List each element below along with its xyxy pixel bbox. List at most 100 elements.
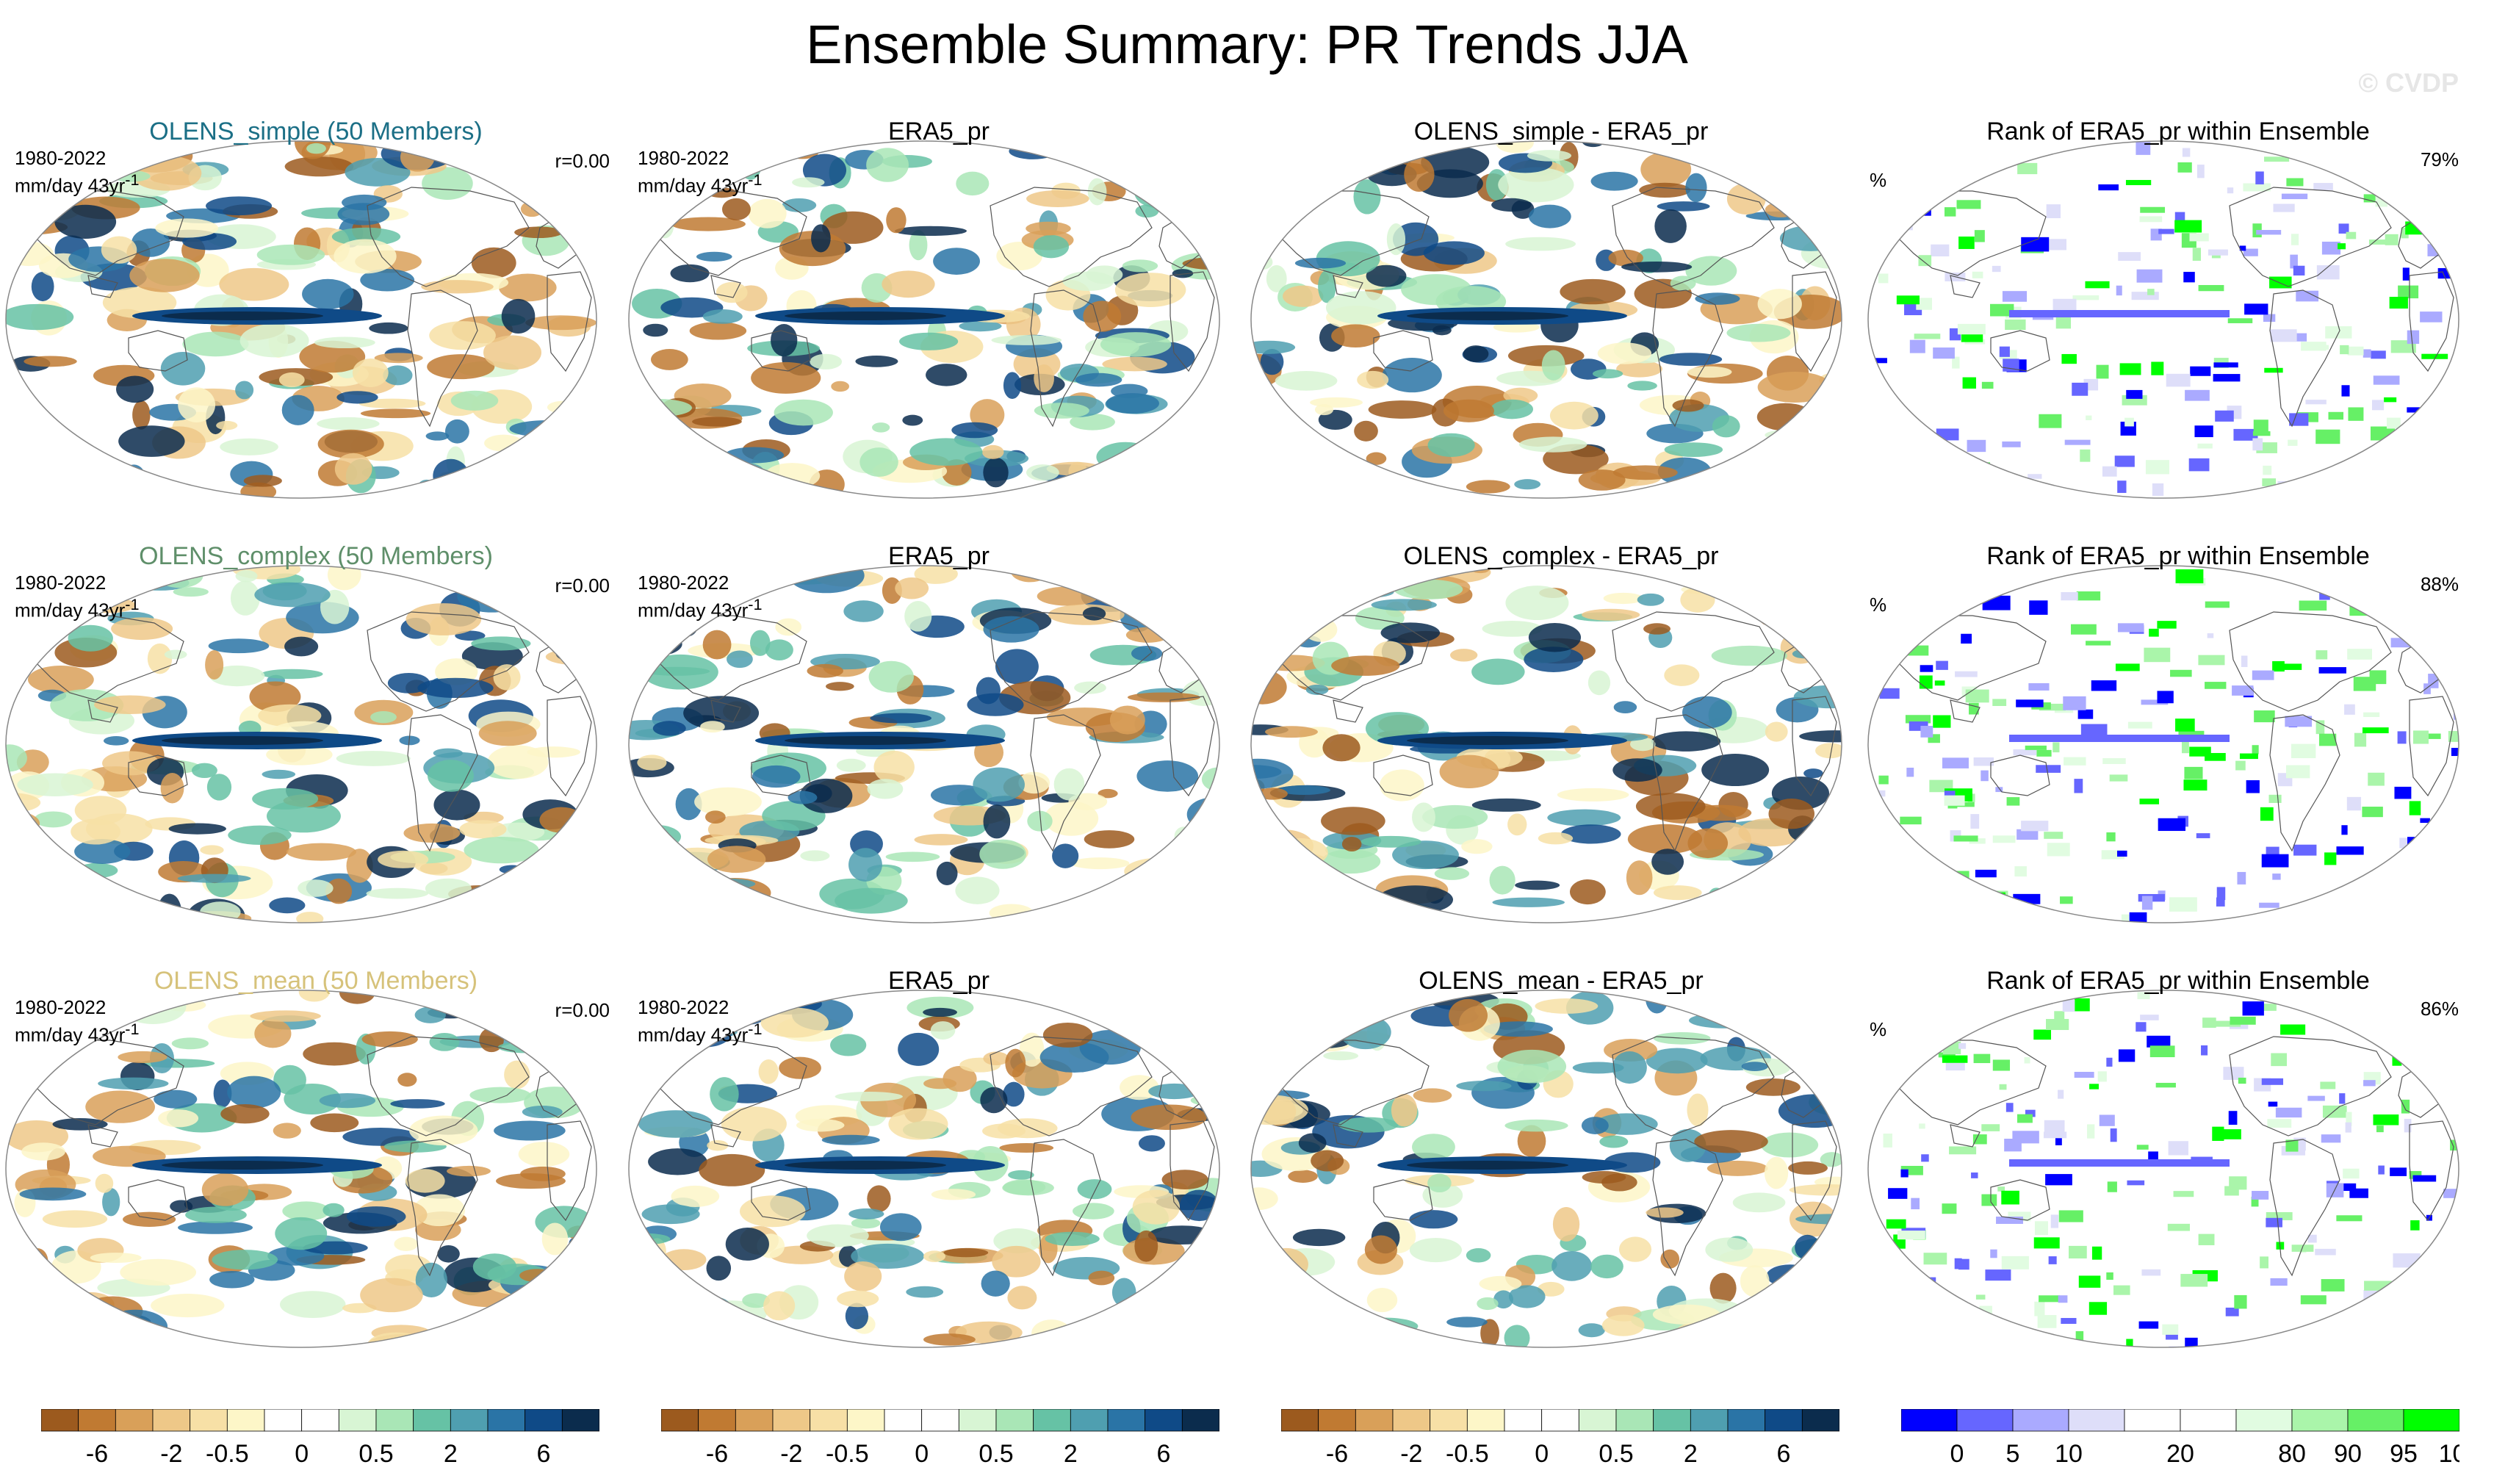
colorbar-swatch xyxy=(1956,1409,2014,1432)
map-era5-trend xyxy=(628,140,1220,499)
map-rank xyxy=(1867,140,2459,499)
colorbar-swatch xyxy=(1504,1409,1543,1432)
map-olens-complex-trend xyxy=(5,565,597,923)
colorbar-swatch xyxy=(1107,1409,1146,1432)
colorbar-tick-label: 0 xyxy=(295,1440,309,1468)
colorbar-swatch xyxy=(884,1409,923,1432)
panel-title: Rank of ERA5_pr within Ensemble xyxy=(1986,542,2370,570)
colorbar-swatch xyxy=(1430,1409,1468,1432)
panel-olens-simple-trend: OLENS_simple (50 Members) 1980-2022 mm/da… xyxy=(0,118,632,529)
period-units-label: 1980-2022 mm/day 43yr-1 xyxy=(15,996,140,1046)
cvdp-watermark: © CVDP xyxy=(2358,68,2459,98)
colorbar-model-trend: -6 -2 -0.5 0 0.5 2 6 xyxy=(41,1409,599,1475)
figure-title: Ensemble Summary: PR Trends JJA xyxy=(806,14,1688,75)
colorbar-tick-label: 95 xyxy=(2390,1440,2418,1468)
colorbar-swatch xyxy=(2403,1409,2459,1432)
colorbar-swatch xyxy=(1281,1409,1319,1432)
colorbar-swatch xyxy=(1690,1409,1729,1432)
colorbar-swatch xyxy=(1653,1409,1691,1432)
colorbar-swatch xyxy=(1033,1409,1071,1432)
colorbar-swatch xyxy=(2012,1409,2069,1432)
colorbar-difference: -6 -2 -0.5 0 0.5 2 6 xyxy=(1281,1409,1839,1475)
colorbar-rank: 0 5 10 20 80 90 95 100 xyxy=(1901,1409,2459,1475)
map-difference xyxy=(1250,990,1842,1348)
colorbar-tick-label: -6 xyxy=(1326,1440,1348,1468)
panel-diff-complex: OLENS_complex - ERA5_pr xyxy=(1245,542,1877,954)
colorbar-tick-label: -2 xyxy=(1400,1440,1422,1468)
colorbar-tick-label: 2 xyxy=(1064,1440,1078,1468)
map-difference xyxy=(1250,565,1842,923)
colorbar-tick-label: 80 xyxy=(2278,1440,2306,1468)
colorbar-swatch xyxy=(487,1409,526,1432)
colorbar-tick-label: -2 xyxy=(780,1440,802,1468)
colorbar-tick-label: 0.5 xyxy=(1599,1440,1633,1468)
colorbar-swatch xyxy=(525,1409,563,1432)
colorbar-swatch xyxy=(226,1409,265,1432)
colorbar-swatch xyxy=(115,1409,154,1432)
colorbar-swatch xyxy=(41,1409,79,1432)
colorbar-swatch xyxy=(301,1409,339,1432)
map-era5-trend xyxy=(628,565,1220,923)
panel-diff-simple: OLENS_simple - ERA5_pr xyxy=(1245,118,1877,529)
colorbar-swatch xyxy=(735,1409,774,1432)
colorbar-swatch xyxy=(921,1409,959,1432)
pattern-correlation: r=0.00 xyxy=(555,574,610,597)
panel-rank-row2: Rank of ERA5_pr within Ensemble % 88% xyxy=(1862,542,2494,954)
colorbar-tick-label: -0.5 xyxy=(1446,1440,1489,1468)
panel-title: ERA5_pr xyxy=(888,967,990,995)
colorbar-tick-label: 6 xyxy=(1777,1440,1791,1468)
panel-era5-trend-row2: ERA5_pr 1980-2022 mm/day 43yr-1 xyxy=(623,542,1255,954)
colorbar-tick-label: -0.5 xyxy=(826,1440,869,1468)
colorbar-obs-trend: -6 -2 -0.5 0 0.5 2 6 xyxy=(661,1409,1219,1475)
period-units-label: 1980-2022 mm/day 43yr-1 xyxy=(638,147,763,197)
colorbar-tick-label: 5 xyxy=(2006,1440,2020,1468)
map-era5-trend xyxy=(628,990,1220,1348)
panel-rank-row1: Rank of ERA5_pr within Ensemble % 79% xyxy=(1862,118,2494,529)
percent-symbol: % xyxy=(1870,1018,1887,1040)
colorbar-swatch xyxy=(375,1409,414,1432)
colorbar-tick-label: 0 xyxy=(915,1440,929,1468)
colorbar-tick-label: 20 xyxy=(2166,1440,2194,1468)
percent-symbol: % xyxy=(1870,594,1887,616)
period-units-label: 1980-2022 mm/day 43yr-1 xyxy=(638,996,763,1046)
colorbar-swatch xyxy=(1145,1409,1183,1432)
colorbar-swatch xyxy=(1615,1409,1654,1432)
colorbar-swatch xyxy=(1578,1409,1617,1432)
percent-symbol: % xyxy=(1870,169,1887,191)
colorbar-tick-label: 2 xyxy=(444,1440,458,1468)
rank-coverage-percent: 88% xyxy=(2420,573,2459,595)
colorbar-tick-label: -0.5 xyxy=(206,1440,249,1468)
colorbar-swatch xyxy=(958,1409,997,1432)
map-olens-mean-trend xyxy=(5,990,597,1348)
panel-title: OLENS_mean (50 Members) xyxy=(154,967,478,995)
colorbar-tick-label: 0.5 xyxy=(358,1440,393,1468)
panel-title: Rank of ERA5_pr within Ensemble xyxy=(1986,967,2370,995)
panel-title: Rank of ERA5_pr within Ensemble xyxy=(1986,118,2370,145)
colorbar-swatch xyxy=(2180,1409,2237,1432)
panel-title: OLENS_simple (50 Members) xyxy=(149,118,483,145)
colorbar-swatch xyxy=(2291,1409,2349,1432)
colorbar-swatch xyxy=(190,1409,228,1432)
map-rank xyxy=(1867,990,2459,1348)
panel-title: OLENS_simple - ERA5_pr xyxy=(1413,118,1709,145)
rank-coverage-percent: 86% xyxy=(2420,998,2459,1020)
colorbar-swatch xyxy=(450,1409,489,1432)
colorbar-swatch xyxy=(1181,1409,1219,1432)
colorbar-swatch xyxy=(661,1409,699,1432)
colorbar-swatch xyxy=(1901,1409,1958,1432)
colorbar-swatch xyxy=(2124,1409,2181,1432)
panel-era5-trend-row3: ERA5_pr 1980-2022 mm/day 43yr-1 xyxy=(623,967,1255,1378)
colorbar-swatch xyxy=(338,1409,377,1432)
period-units-label: 1980-2022 mm/day 43yr-1 xyxy=(638,572,763,622)
colorbar-swatch xyxy=(772,1409,811,1432)
colorbar-tick-label: 0.5 xyxy=(979,1440,1013,1468)
map-difference xyxy=(1250,140,1842,499)
colorbar-swatch xyxy=(1318,1409,1356,1432)
colorbar-swatch xyxy=(995,1409,1034,1432)
panel-era5-trend-row1: ERA5_pr 1980-2022 mm/day 43yr-1 xyxy=(623,118,1255,529)
panel-rank-row3: Rank of ERA5_pr within Ensemble % 86% xyxy=(1862,967,2494,1378)
colorbar-tick-label: 0 xyxy=(1535,1440,1549,1468)
colorbar-swatch xyxy=(1392,1409,1431,1432)
colorbar-tick-label: 90 xyxy=(2334,1440,2362,1468)
